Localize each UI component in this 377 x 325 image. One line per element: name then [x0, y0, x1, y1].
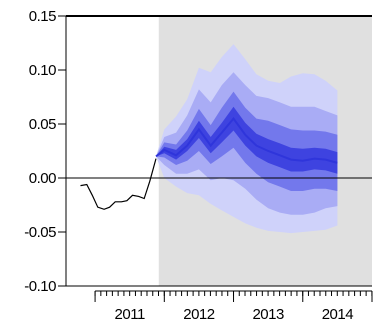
x-tick-label: 2014 — [322, 306, 354, 323]
y-tick-label: 0.10 — [29, 62, 56, 79]
x-tick-label: 2011 — [115, 306, 145, 323]
x-tick-label: 2012 — [183, 306, 215, 323]
y-tick-label: -0.10 — [24, 278, 56, 295]
median-forecast-line — [155, 116, 338, 164]
y-tick-label: -0.05 — [24, 224, 56, 241]
fan-band-4 — [156, 106, 338, 174]
history-line — [80, 158, 157, 210]
x-tick-label: 2013 — [252, 306, 284, 323]
y-tick-label: 0.00 — [29, 170, 56, 187]
y-tick-label: 0.05 — [29, 116, 56, 133]
y-tick-label: 0.15 — [29, 8, 56, 25]
